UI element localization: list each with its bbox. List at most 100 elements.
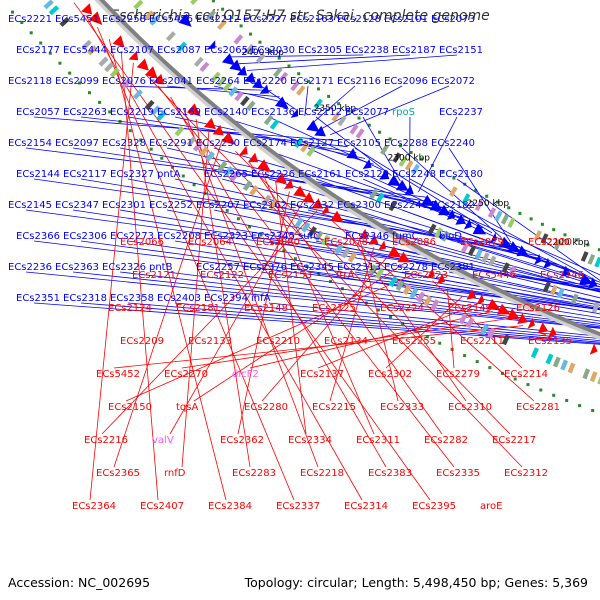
gc-tick xyxy=(149,147,153,151)
leader-line xyxy=(101,210,318,435)
minus-gene-arrow xyxy=(426,268,435,279)
gene-label: ECs2313 xyxy=(337,262,381,273)
minus-gene-arrow xyxy=(284,179,294,189)
cog-band xyxy=(416,291,426,303)
gc-tick xyxy=(39,41,43,45)
gc-tick xyxy=(20,21,24,24)
cog-band xyxy=(501,262,510,274)
gc-tick xyxy=(214,200,218,204)
cog-band xyxy=(133,0,144,10)
gene-label: ECs2334 xyxy=(288,435,332,446)
cog-band xyxy=(481,252,490,264)
minus-gene-arrow xyxy=(144,66,158,79)
cog-band xyxy=(355,128,365,139)
gene-label: ECs2145 xyxy=(8,200,52,211)
gc-tick xyxy=(268,48,272,52)
gene-label: ECs2283 xyxy=(232,468,276,479)
gene-label: ECs2080 xyxy=(256,237,300,248)
cog-band xyxy=(43,0,54,10)
gc-tick xyxy=(420,157,424,161)
plus-gene-arrow xyxy=(490,232,497,244)
minus-gene-arrow xyxy=(256,159,272,172)
gc-tick xyxy=(563,233,567,237)
gene-label: ECs2240 xyxy=(431,138,475,149)
gene-label: ECs2099 xyxy=(55,76,99,87)
minus-gene-arrow xyxy=(88,11,103,25)
plus-gene-arrow xyxy=(244,72,256,83)
leader-line xyxy=(230,54,364,58)
gene-label: ECs2129 xyxy=(345,169,389,180)
cog-band xyxy=(480,324,489,336)
gc-tick xyxy=(160,156,164,160)
gc-tick xyxy=(307,79,311,83)
cog-band xyxy=(255,53,266,64)
gene-label: ECs2383 xyxy=(368,468,412,479)
minus-gene-arrow xyxy=(128,50,139,61)
cog-band xyxy=(395,280,405,291)
cog-band xyxy=(487,327,496,339)
cog-band xyxy=(269,119,280,130)
plus-gene-arrow xyxy=(516,245,528,257)
cog-band xyxy=(216,76,227,87)
gc-tick xyxy=(474,188,478,192)
leader-line xyxy=(238,54,411,65)
gene-label: ECs2230 xyxy=(196,138,240,149)
cog-band xyxy=(273,67,283,78)
gene-label: ECs2124 xyxy=(108,303,152,314)
leader-line xyxy=(221,302,600,340)
plus-gene-arrow xyxy=(207,40,216,50)
plus-gene-arrow xyxy=(543,257,551,269)
minus-gene-arrow xyxy=(247,152,258,163)
gc-tick xyxy=(277,56,281,60)
scale-label: 2200 kbp xyxy=(547,238,590,248)
gene-label: ECs2087 xyxy=(157,45,201,56)
cog-band xyxy=(306,146,316,157)
cog-band xyxy=(48,5,60,16)
cog-band xyxy=(242,180,253,191)
minus-gene-arrow xyxy=(358,228,369,239)
gc-tick xyxy=(78,81,82,85)
cog-band xyxy=(240,95,250,107)
gene-label: ECs2097 xyxy=(55,138,99,149)
cog-band xyxy=(388,276,398,288)
cog-band xyxy=(542,281,551,293)
plus-gene-arrow xyxy=(472,223,487,235)
gene-label: ECs2215 xyxy=(312,402,356,413)
gene-label: ECs2146 xyxy=(540,270,584,281)
gene-label: ECs2214 xyxy=(504,369,548,380)
cog-band xyxy=(461,241,470,253)
cog-band xyxy=(156,110,167,121)
leader-line xyxy=(268,302,600,337)
gc-tick xyxy=(58,61,62,65)
minus-gene-arrow xyxy=(153,73,165,85)
gc-tick xyxy=(496,200,500,204)
gc-tick xyxy=(586,243,590,247)
minus-gene-arrow xyxy=(212,124,224,136)
gc-tick xyxy=(128,129,132,133)
cog-band xyxy=(263,114,274,126)
cog-band xyxy=(331,111,341,122)
leader-line xyxy=(108,39,227,501)
leader-line xyxy=(80,116,348,148)
gene-label: ECs2077 xyxy=(345,107,389,118)
gene-label: ECs2300 xyxy=(337,200,381,211)
gene-label: ECs2208 xyxy=(157,231,201,242)
backbone-ring xyxy=(99,0,600,337)
gene-label: sufC xyxy=(298,231,320,242)
gene-label: ECs2162 xyxy=(243,200,287,211)
cog-band xyxy=(402,284,412,295)
gene-label: ECs2314 xyxy=(344,501,388,512)
leader-line xyxy=(174,302,600,341)
cog-band xyxy=(404,160,414,171)
gene-label: ECs2279 xyxy=(436,369,480,380)
leader-line xyxy=(448,271,600,304)
cog-band xyxy=(81,39,92,50)
leader-line xyxy=(80,178,530,252)
gene-label: ECs2112 xyxy=(298,107,342,118)
gc-tick xyxy=(388,137,392,141)
cog-band xyxy=(174,126,185,137)
leader-line xyxy=(89,62,134,501)
gene-label: ECs2086 xyxy=(392,237,436,248)
cog-band xyxy=(488,255,497,267)
